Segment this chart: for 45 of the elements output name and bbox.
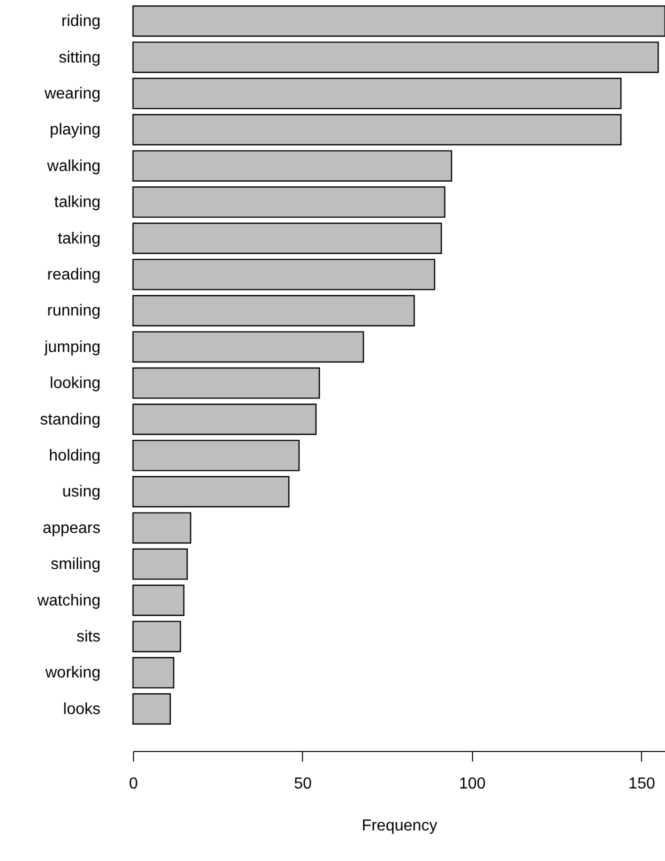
- y-tick-label: looking: [50, 375, 100, 392]
- bar: [132, 295, 415, 326]
- bar: [132, 548, 188, 580]
- y-tick-label: taking: [58, 230, 100, 248]
- y-tick-label: sits: [76, 628, 100, 646]
- bar: [132, 5, 665, 37]
- x-axis-title: Frequency: [362, 818, 438, 834]
- y-tick-label: talking: [54, 194, 100, 212]
- bar: [132, 512, 192, 544]
- bar: [132, 620, 182, 652]
- bar: [132, 222, 442, 254]
- x-tick-label: 100: [459, 776, 486, 792]
- y-tick-label: jumping: [43, 338, 100, 356]
- y-tick-label: holding: [48, 448, 100, 465]
- bar: [132, 367, 320, 399]
- y-tick-label: appears: [42, 520, 100, 537]
- y-tick-label: walking: [46, 158, 100, 175]
- y-tick-label: working: [44, 664, 100, 682]
- y-tick-label: sitting: [58, 49, 100, 66]
- bar: [132, 584, 184, 616]
- bar: [132, 657, 174, 688]
- y-tick-label: watching: [36, 592, 100, 610]
- bar: [132, 150, 452, 182]
- y-tick-label: smiling: [50, 556, 100, 574]
- bar: [132, 440, 300, 472]
- y-tick-label: running: [47, 302, 100, 320]
- x-tick-label: 150: [628, 776, 656, 792]
- bar: [132, 186, 446, 218]
- bar: [132, 42, 659, 73]
- bar: [132, 114, 622, 146]
- bar: [132, 78, 622, 110]
- bar: [132, 258, 436, 290]
- y-tick-label: playing: [50, 122, 100, 139]
- bar: [132, 693, 171, 725]
- y-tick-label: looks: [63, 700, 100, 718]
- y-tick-label: riding: [61, 13, 100, 30]
- y-tick-label: reading: [47, 266, 100, 284]
- y-tick-label: standing: [40, 411, 100, 428]
- y-tick-label: wearing: [43, 85, 100, 102]
- bar: [132, 476, 290, 508]
- x-tick-label: 50: [294, 776, 312, 792]
- bar: [132, 331, 364, 363]
- bar: [132, 404, 317, 435]
- y-tick-label: using: [62, 484, 100, 501]
- x-tick-label: 0: [129, 776, 138, 792]
